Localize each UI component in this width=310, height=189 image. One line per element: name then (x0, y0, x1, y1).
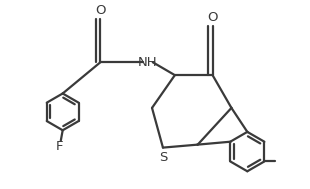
Text: O: O (207, 11, 218, 24)
Text: S: S (159, 151, 167, 164)
Text: F: F (56, 140, 64, 153)
Text: O: O (95, 4, 106, 17)
Text: NH: NH (138, 56, 158, 69)
